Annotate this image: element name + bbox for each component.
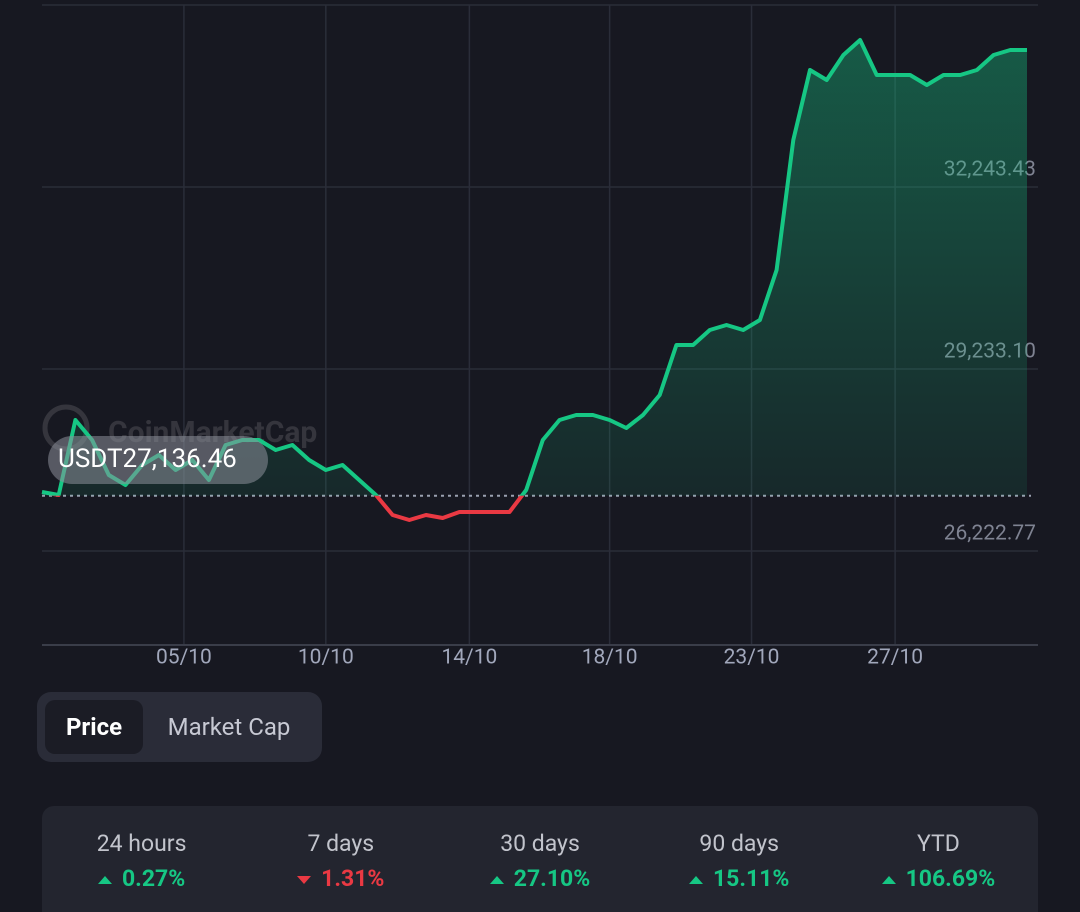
stats-panel: 24 hours 0.27% 7 days 1.31% 30 days 27.10% 90 … [42,806,1038,912]
x-tick-label: 14/10 [441,646,497,670]
x-tick-label: 10/10 [298,646,354,670]
stat-change: 15.11% [640,865,839,892]
baseline-label-bg [48,436,268,484]
x-tick-label: 18/10 [582,646,638,670]
stat-label: YTD [917,830,960,857]
stat-change: 1.31% [241,865,440,892]
change-value: 106.69% [905,865,996,892]
change-arrow [881,875,896,884]
stat: 30 days 27.10% [440,806,639,912]
change-arrow [97,875,112,884]
stat-label: 90 days [699,830,780,857]
change-value: 27.10% [513,865,591,892]
change-value: 15.11% [712,865,790,892]
chart-toggle: Price Market Cap [37,692,322,762]
change-value: 1.31% [321,865,385,892]
toggle-market-cap[interactable]: Market Cap [167,713,291,741]
price-area [42,40,1027,496]
stat-label: 7 days [307,830,375,857]
x-tick-label: 05/10 [156,646,212,670]
toggle-price[interactable]: Price [45,700,143,754]
change-arrow [489,875,504,884]
stat-change: 0.27% [42,865,241,892]
stat-label: 24 hours [96,830,187,857]
chart: 05/1010/1014/1018/1023/1027/1026,222.772… [41,4,1038,670]
x-tick-label: 23/10 [724,646,780,670]
y-tick-label: 26,222.77 [944,522,1036,546]
stat: 24 hours 0.27% [42,806,241,912]
x-tick-label: 27/10 [867,646,923,670]
stat-change: 27.10% [440,865,639,892]
stat-label: 30 days [500,830,580,857]
change-arrow [688,875,703,884]
stat: 90 days 15.11% [640,806,839,912]
stat: 7 days 1.31% [241,806,440,912]
stat-change: 106.69% [839,865,1038,892]
baseline-label: USDT27,136.46 [58,444,237,474]
change-arrow [297,875,312,884]
stat: YTD 106.69% [839,806,1038,912]
change-value: 0.27% [121,865,186,892]
